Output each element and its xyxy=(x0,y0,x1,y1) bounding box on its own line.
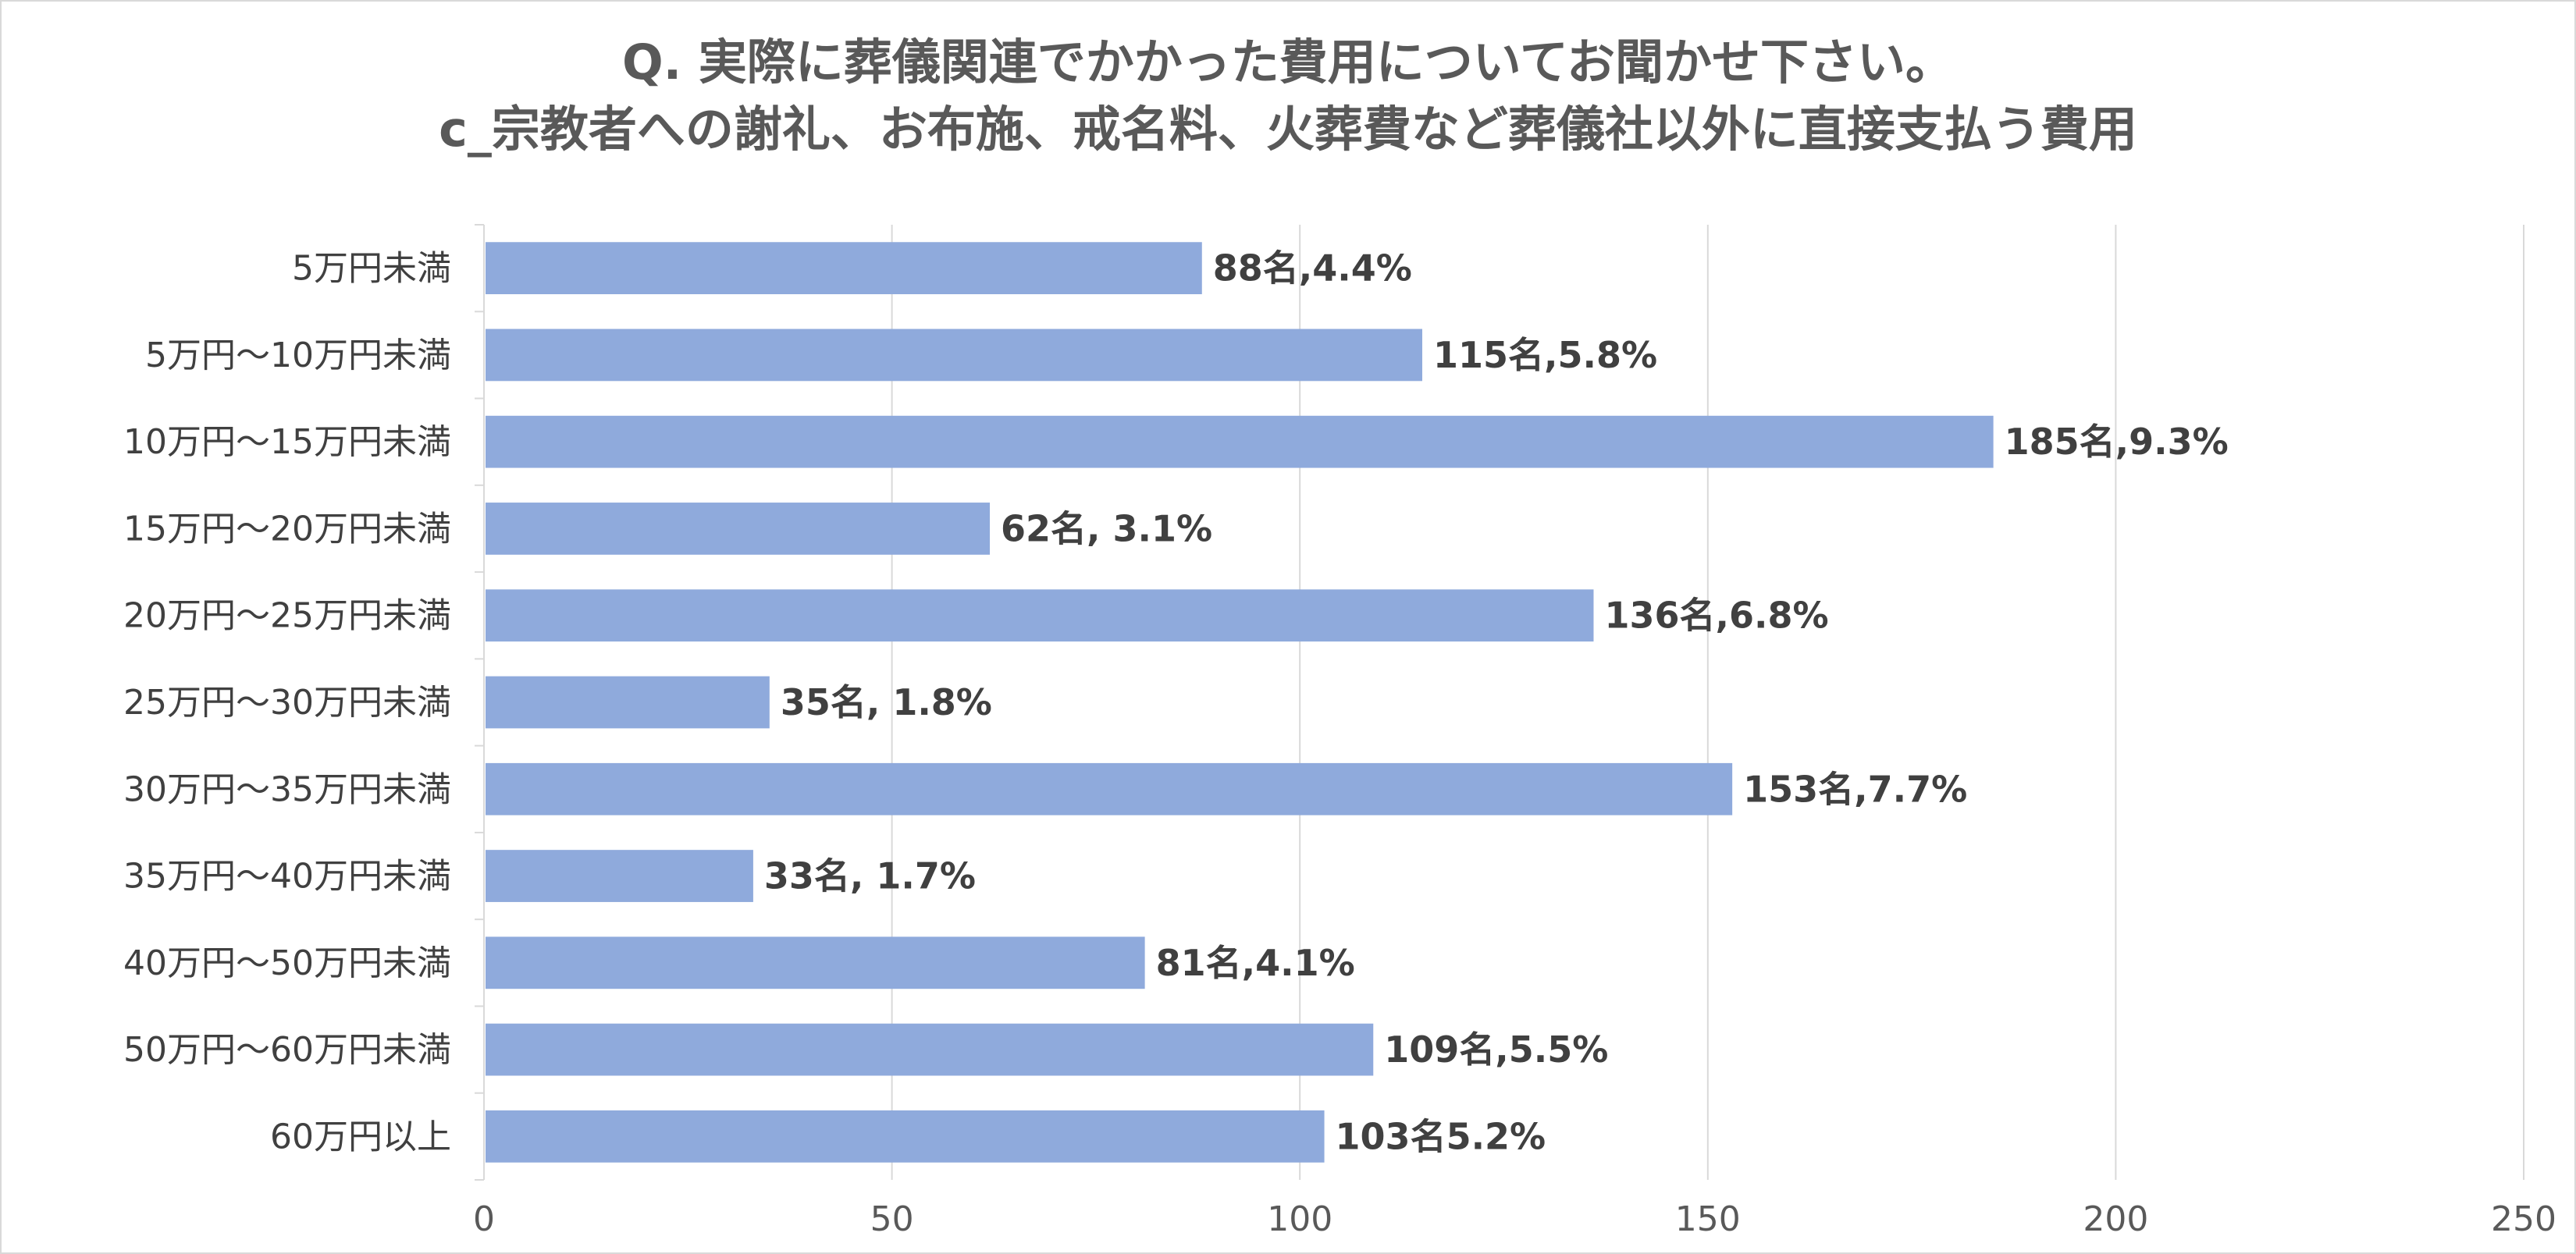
category-label: 5万円～10万円未満 xyxy=(145,336,451,375)
bar xyxy=(486,329,1422,382)
category-label: 35万円～40万円未満 xyxy=(123,857,451,897)
category-label: 15万円～20万円未満 xyxy=(123,509,451,549)
bar xyxy=(486,1023,1374,1076)
category-label: 50万円～60万円未満 xyxy=(123,1030,451,1070)
chart-title: Q. 実際に葬儀関連でかかった費用についてお聞かせ下さい。 xyxy=(621,34,1955,91)
data-label: 88名,4.4% xyxy=(1213,247,1412,290)
category-label: 60万円以上 xyxy=(270,1117,451,1156)
data-label: 81名,4.1% xyxy=(1156,942,1355,984)
x-tick-label: 250 xyxy=(2491,1199,2556,1239)
bar xyxy=(486,242,1202,295)
bar xyxy=(486,762,1733,815)
bar xyxy=(486,503,991,555)
x-tick-label: 50 xyxy=(870,1199,914,1239)
data-label: 62名, 3.1% xyxy=(1001,507,1212,549)
bar xyxy=(486,936,1145,989)
x-tick-label: 200 xyxy=(2083,1199,2148,1239)
data-label: 185名,9.3% xyxy=(2005,421,2229,463)
data-label: 33名, 1.7% xyxy=(764,855,976,897)
bar xyxy=(486,589,1594,642)
data-label: 109名,5.5% xyxy=(1384,1028,1608,1071)
data-label: 103名5.2% xyxy=(1336,1115,1546,1157)
bar xyxy=(486,1110,1325,1163)
category-label: 25万円～30万円未満 xyxy=(123,683,451,723)
category-label: 5万円未満 xyxy=(292,249,451,289)
x-tick-label: 150 xyxy=(1675,1199,1741,1239)
bar xyxy=(486,850,753,902)
category-label: 10万円～15万円未満 xyxy=(123,422,451,462)
category-label: 30万円～35万円未満 xyxy=(123,769,451,809)
bar xyxy=(486,676,770,729)
x-tick-label: 100 xyxy=(1267,1199,1332,1239)
data-label: 153名,7.7% xyxy=(1743,768,1967,810)
chart-subtitle: c_宗教者への謝礼、お布施、戒名料、火葬費など葬儀社以外に直接支払う費用 xyxy=(439,101,2137,158)
data-label: 115名,5.8% xyxy=(1433,334,1657,376)
data-label: 35名, 1.8% xyxy=(781,681,992,723)
category-label: 40万円～50万円未満 xyxy=(123,943,451,983)
x-tick-label: 0 xyxy=(473,1199,495,1239)
bar xyxy=(486,415,1994,468)
category-label: 20万円～25万円未満 xyxy=(123,596,451,636)
data-label: 136名,6.8% xyxy=(1604,595,1828,637)
